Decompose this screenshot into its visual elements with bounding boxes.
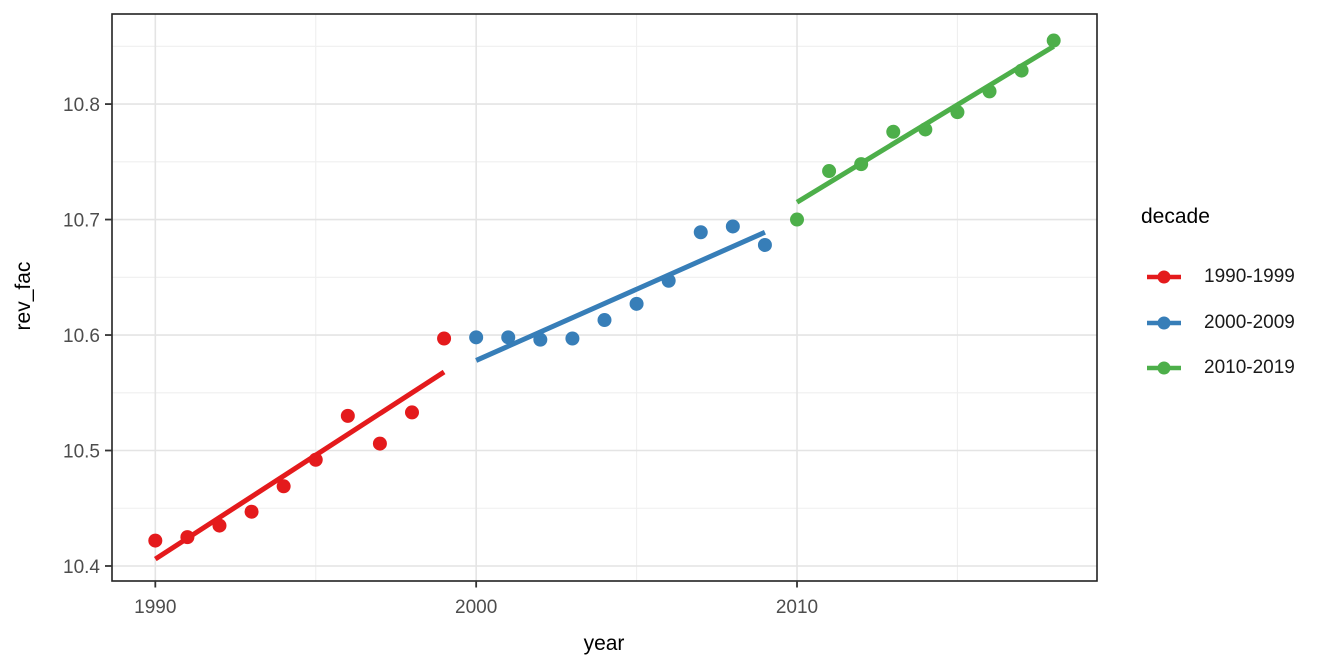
legend-item: 2000-2009	[1128, 308, 1295, 338]
panel-background	[112, 14, 1097, 581]
data-point	[790, 212, 805, 227]
trend-line	[795, 44, 1055, 205]
data-point	[244, 504, 259, 519]
data-point	[501, 330, 516, 345]
legend-item-label: 2010-2019	[1204, 357, 1295, 378]
data-point	[1046, 33, 1061, 48]
y-axis-title: rev_fac	[12, 261, 35, 331]
data-point	[725, 219, 740, 234]
legend-item: 1990-1999	[1128, 262, 1295, 292]
panel-border	[111, 13, 1098, 582]
y-tick-label: 10.6	[63, 326, 100, 347]
data-point	[693, 225, 708, 240]
x-tick-label: 2000	[455, 597, 497, 618]
data-point	[629, 296, 644, 311]
trend-line	[475, 229, 766, 363]
y-tick-label: 10.8	[63, 95, 100, 116]
data-point	[565, 331, 580, 346]
data-point	[469, 330, 484, 345]
data-point	[822, 164, 837, 179]
data-point	[437, 331, 452, 346]
legend-item-label: 2000-2009	[1204, 311, 1295, 333]
legend-key-icon	[1147, 270, 1181, 284]
legend-key-icon	[1147, 316, 1181, 329]
legend-item: 2010-2019	[1128, 353, 1295, 383]
data-point	[372, 436, 387, 451]
x-tick-label: 1990	[134, 597, 176, 618]
y-tick-label: 10.4	[63, 557, 100, 578]
data-point	[757, 237, 772, 252]
data-point	[276, 479, 291, 494]
data-point	[404, 405, 419, 420]
y-tick-label: 10.5	[63, 442, 100, 463]
legend-item-label: 1990-1999	[1204, 266, 1295, 287]
y-tick-label: 10.7	[63, 211, 100, 232]
x-axis-title: year	[583, 632, 625, 655]
data-point	[597, 313, 612, 328]
data-point	[340, 408, 355, 423]
trend-line	[153, 369, 446, 562]
data-point	[886, 124, 901, 139]
data-point	[148, 533, 163, 548]
legend-key-icon	[1147, 361, 1181, 375]
legend-title: decade	[1141, 205, 1210, 228]
x-tick-label: 2010	[776, 597, 818, 618]
